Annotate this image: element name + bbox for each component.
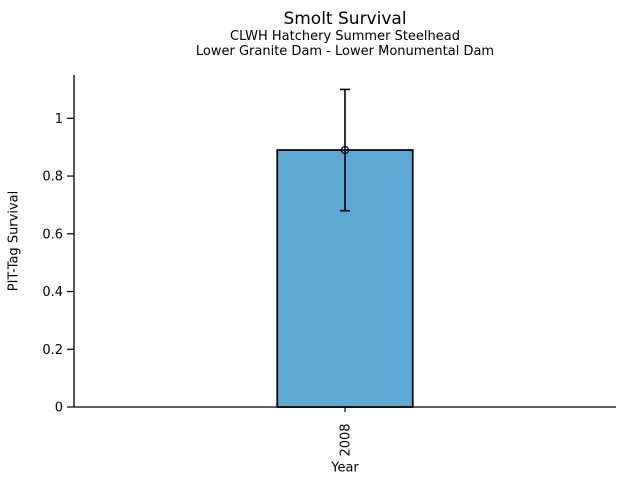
y-tick-label: 0.2 (42, 343, 63, 358)
chart-subtitle-line1: CLWH Hatchery Summer Steelhead (230, 29, 460, 44)
y-tick-label: 0.6 (42, 227, 63, 242)
x-tick-label: 2008 (339, 423, 354, 456)
data-point-marker (340, 145, 350, 155)
y-tick-label: 0 (55, 401, 63, 416)
y-tick-label: 0.4 (42, 285, 63, 300)
y-tick-label: 1 (55, 112, 63, 127)
chart-subtitle-line2: Lower Granite Dam - Lower Monumental Dam (195, 44, 495, 59)
y-tick-label: 0.8 (42, 170, 63, 185)
x-axis-label: Year (331, 460, 359, 476)
chart-title: Smolt Survival (283, 9, 407, 29)
